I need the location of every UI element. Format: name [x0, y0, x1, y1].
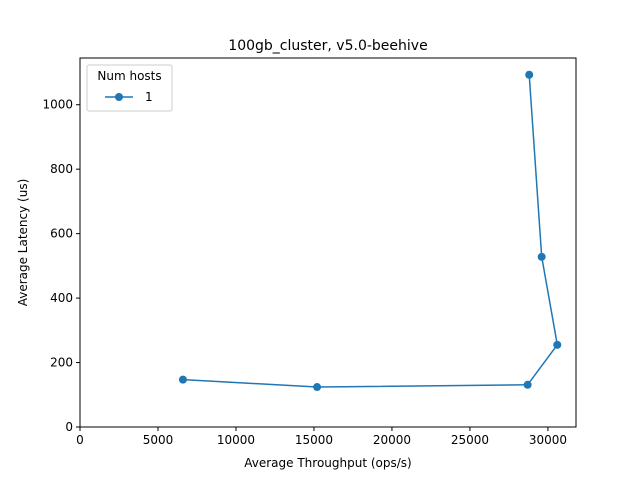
- y-tick-label: 600: [50, 227, 73, 241]
- y-axis-ticks: 0 200 400 600 800 1000: [42, 98, 80, 434]
- plot-frame: [79, 57, 577, 428]
- chart-title: 100gb_cluster, v5.0-beehive: [228, 38, 427, 54]
- x-tick-label: 0: [76, 433, 84, 447]
- x-axis-ticks: 0 5000 10000 15000 20000 25000 30000: [76, 427, 567, 447]
- data-point: [178, 375, 187, 384]
- y-tick-label: 200: [50, 356, 73, 370]
- y-tick-label: 400: [50, 291, 73, 305]
- x-tick-label: 25000: [451, 433, 489, 447]
- legend-title: Num hosts: [97, 69, 161, 83]
- x-axis-label: Average Throughput (ops/s): [244, 456, 411, 470]
- legend-label: 1: [145, 90, 153, 104]
- x-tick-label: 30000: [529, 433, 567, 447]
- x-tick-label: 20000: [373, 433, 411, 447]
- legend: Num hosts 1: [86, 64, 173, 112]
- data-point: [553, 340, 562, 349]
- data-point: [313, 383, 322, 392]
- y-tick-label: 800: [50, 162, 73, 176]
- data-point: [537, 252, 546, 261]
- legend-marker-swatch: [115, 93, 123, 101]
- y-tick-label: 1000: [42, 98, 73, 112]
- x-tick-label: 5000: [143, 433, 174, 447]
- y-axis-label: Average Latency (us): [16, 179, 30, 307]
- x-tick-label: 15000: [295, 433, 333, 447]
- x-tick-label: 10000: [217, 433, 255, 447]
- data-point: [525, 70, 534, 79]
- series-layer: [178, 70, 562, 392]
- series-line: [182, 74, 559, 388]
- legend-box: [86, 64, 173, 112]
- y-tick-label: 0: [65, 420, 73, 434]
- data-point: [523, 380, 532, 389]
